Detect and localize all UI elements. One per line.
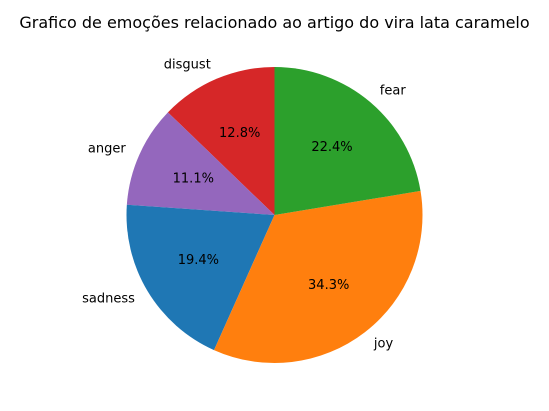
slice-label-anger: anger [88, 141, 126, 156]
chart-title: Grafico de emoções relacionado ao artigo… [19, 13, 529, 32]
slice-percent-anger: 11.1% [173, 172, 214, 187]
slice-percent-joy: 34.3% [308, 278, 349, 293]
pie-labels: disgust 12.8% anger 11.1% sadness 19.4% joy 34.… [82, 58, 406, 352]
pie-slice-joy [214, 190, 423, 364]
slice-label-disgust: disgust [164, 58, 211, 73]
slice-label-sadness: sadness [82, 291, 135, 306]
pie-slice-sadness [126, 204, 275, 351]
pie-slices [126, 66, 423, 364]
pie-slice-fear [274, 66, 421, 216]
slice-percent-disgust: 12.8% [219, 126, 260, 141]
slice-percent-fear: 22.4% [311, 140, 352, 155]
pie-slice-anger [126, 112, 275, 215]
slice-label-fear: fear [380, 83, 407, 98]
pie-slice-disgust [167, 67, 275, 215]
slice-percent-sadness: 19.4% [178, 253, 219, 268]
slice-label-joy: joy [373, 337, 394, 352]
